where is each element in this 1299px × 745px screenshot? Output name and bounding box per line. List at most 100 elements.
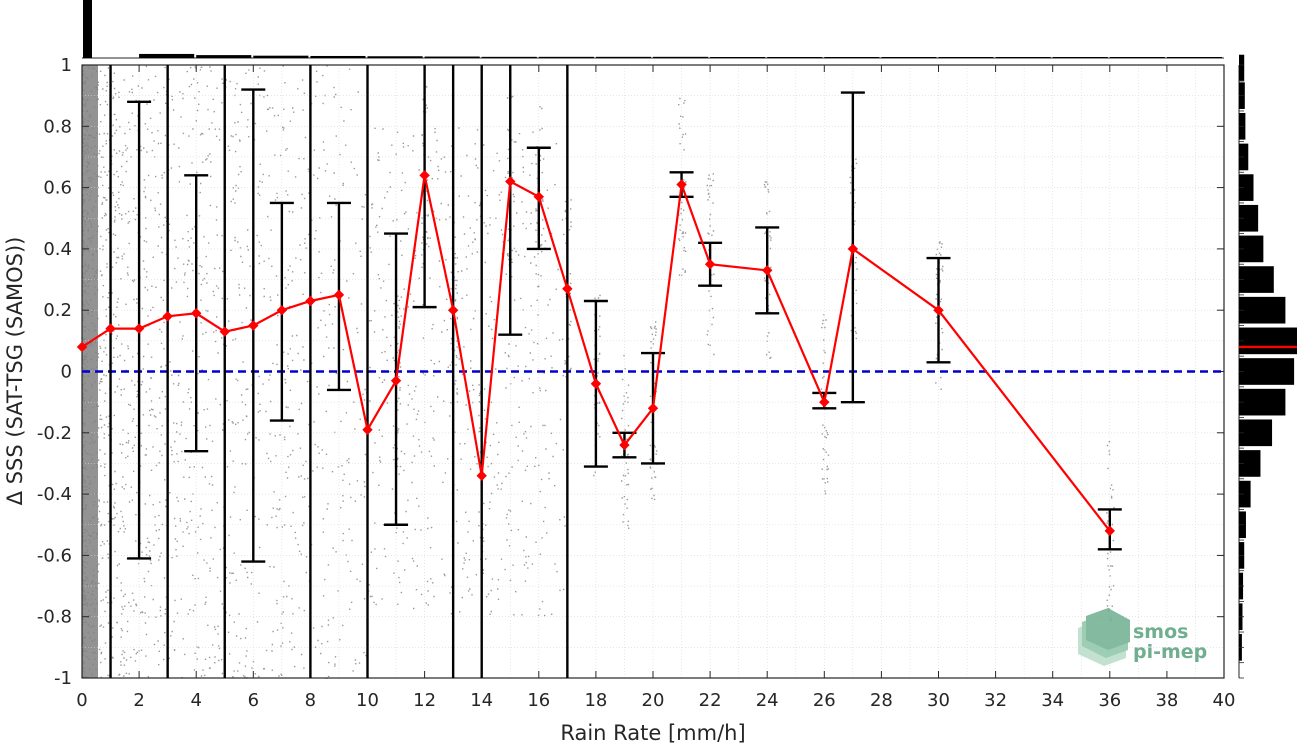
data-point	[619, 439, 630, 451]
data-point	[76, 341, 88, 353]
right-hist-bar	[1239, 450, 1261, 477]
top-hist-bar	[367, 56, 423, 58]
top-hist-bar	[538, 56, 594, 58]
x-tick-labels: 0 2 4 6 8 10 12 14 16 18 20 22 24 26 28 30 32 34 36 38 40	[76, 690, 1235, 711]
x-tick-label: 14	[470, 690, 493, 711]
y-tick-label: 1	[61, 55, 72, 76]
x-tick-label: 24	[756, 690, 779, 711]
data-point	[190, 308, 202, 319]
data-point	[248, 320, 259, 331]
data-point	[704, 259, 716, 270]
y-tick-labels: -1 -0.8 -0.6 -0.4 -0.2 0 0.2 0.4 0.6 0.8 1	[37, 55, 72, 689]
x-tick-label: 18	[584, 690, 607, 711]
data-point	[590, 378, 602, 389]
data-point	[562, 283, 573, 294]
y-tick-label: -0.2	[37, 423, 72, 444]
x-tick-label: 26	[813, 690, 836, 711]
right-hist-bar	[1239, 388, 1286, 416]
top-hist-bar	[196, 55, 252, 58]
top-hist-bar	[938, 57, 994, 58]
top-hist-bar	[481, 56, 537, 58]
data-point	[676, 179, 687, 190]
data-point	[305, 295, 316, 307]
x-axis-title: Rain Rate [mm/h]	[560, 721, 745, 745]
x-tick-label: 38	[1155, 690, 1178, 711]
top-hist-bar	[1109, 57, 1165, 58]
y-tick-label: -0.6	[37, 545, 72, 566]
data-point	[447, 304, 459, 316]
logo-text-smos: smos	[1133, 621, 1188, 643]
top-hist-bar	[310, 55, 366, 58]
data-point	[390, 375, 402, 386]
x-tick-label: 6	[248, 690, 259, 711]
right-hist-bar	[1239, 174, 1254, 201]
y-tick-label: 0	[61, 362, 72, 383]
top-hist-bar	[710, 57, 766, 58]
top-hist-bar	[1166, 57, 1222, 58]
x-tick-label: 4	[190, 690, 201, 711]
y-tick-label: 0.8	[43, 116, 72, 137]
top-hist-bar	[253, 55, 309, 58]
top-hist-bar	[83, 0, 92, 58]
right-hist-bar	[1239, 358, 1295, 385]
series-path	[81, 175, 1111, 532]
right-histogram	[1238, 54, 1297, 679]
top-hist-bar	[424, 56, 480, 58]
x-tick-label: 12	[413, 690, 436, 711]
data-point	[647, 403, 659, 414]
top-hist-bar	[653, 56, 709, 58]
data-point	[819, 396, 830, 408]
data-point	[105, 323, 116, 334]
x-tick-label: 16	[527, 690, 550, 711]
data-point	[362, 424, 373, 435]
x-tick-label: 2	[133, 690, 144, 711]
top-hist-bar	[139, 53, 195, 58]
series-line	[81, 175, 1111, 532]
right-hist-bar	[1239, 204, 1259, 232]
x-tick-label: 8	[305, 690, 316, 711]
data-point	[1104, 525, 1116, 537]
right-hist-bar	[1239, 419, 1273, 447]
data-point	[333, 289, 345, 301]
x-tick-label: 32	[984, 690, 1007, 711]
x-tick-label: 0	[76, 690, 87, 711]
right-hist-bar	[1239, 480, 1251, 508]
top-hist-bar	[881, 57, 937, 58]
right-hist-bar	[1239, 327, 1297, 355]
right-hist-bar	[1239, 266, 1274, 293]
data-point	[933, 304, 944, 316]
x-tick-label: 20	[642, 690, 665, 711]
y-tick-label: 0.4	[43, 239, 72, 260]
y-tick-label: -1	[54, 668, 72, 689]
top-hist-bar	[824, 57, 880, 58]
top-histogram	[82, 0, 1224, 59]
x-tick-label: 34	[1041, 690, 1064, 711]
data-point	[276, 304, 288, 316]
right-hist-bar	[1239, 54, 1245, 82]
x-tick-label: 36	[1098, 690, 1121, 711]
data-point	[162, 311, 173, 322]
top-hist-bar	[995, 57, 1051, 58]
data-point	[133, 323, 145, 334]
y-tick-label: -0.8	[37, 607, 72, 628]
top-hist-bar	[595, 56, 651, 58]
y-tick-label: -0.4	[37, 484, 72, 505]
y-tick-label: 0.2	[43, 300, 72, 321]
right-hist-bar	[1239, 296, 1286, 324]
logo-text-pimep: pi-mep	[1133, 641, 1207, 663]
data-point	[219, 326, 230, 337]
y-axis-title: Δ SSS (SAT-TSG (SAMOS))	[3, 237, 27, 506]
top-hist-bar	[1052, 57, 1108, 58]
data-point	[419, 170, 430, 181]
logo-layers-icon	[1078, 608, 1130, 666]
series-markers	[76, 170, 1116, 537]
smos-pimep-logo: smos pi-mep	[1078, 608, 1207, 666]
y-tick-label: 0.6	[43, 178, 72, 199]
top-hist-bar	[767, 57, 823, 58]
data-point	[761, 265, 773, 276]
x-tick-label: 40	[1213, 690, 1236, 711]
data-point	[533, 191, 545, 203]
error-bars	[109, 65, 1122, 678]
x-tick-label: 10	[356, 690, 379, 711]
data-point	[505, 176, 516, 187]
